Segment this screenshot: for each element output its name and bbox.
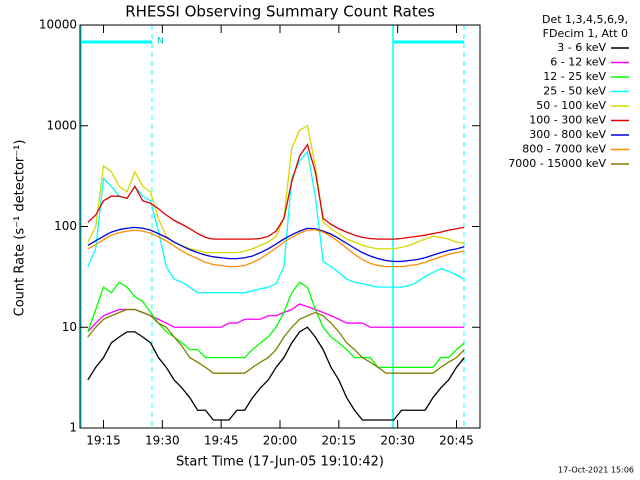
plot-frame — [79, 24, 481, 429]
series-line — [87, 226, 465, 263]
series-line — [87, 308, 465, 374]
y-tick-label: 10000 — [39, 18, 77, 32]
chart-title: RHESSI Observing Summary Count Rates — [125, 3, 435, 21]
x-tick-label: 20:30 — [380, 434, 415, 448]
legend-label: 50 - 100 keV — [536, 99, 606, 112]
legend-label: 25 - 50 keV — [543, 85, 606, 98]
series-line — [87, 143, 465, 240]
y-tick-label: 1000 — [46, 118, 77, 132]
legend-label: 800 - 7000 keV — [522, 143, 606, 156]
x-tick-label: 20:00 — [263, 434, 298, 448]
legend-label: 3 - 6 keV — [557, 41, 606, 54]
x-tick-label: 20:45 — [439, 434, 474, 448]
series-line — [87, 326, 465, 421]
legend-title: Det 1,3,4,5,6,9, — [542, 13, 628, 26]
series-line — [87, 229, 465, 268]
series-line — [87, 150, 465, 294]
x-tick-label: 19:30 — [145, 434, 180, 448]
legend-label: 300 - 800 keV — [529, 128, 606, 141]
legend-title: FDecim 1, Att 0 — [543, 27, 628, 40]
y-tick-label: 10 — [62, 320, 77, 334]
legend-label: 100 - 300 keV — [529, 114, 606, 127]
legend: Det 1,3,4,5,6,9, FDecim 1, Att 0 3 - 6 k… — [508, 13, 629, 170]
x-axis-label: Start Time (17-Jun-05 19:10:42) — [176, 455, 384, 470]
series-line — [87, 124, 465, 254]
x-tick-label: 19:45 — [204, 434, 239, 448]
y-tick-label: 100 — [54, 219, 77, 233]
y-tick-label: 1 — [69, 421, 77, 435]
legend-label: 6 - 12 keV — [550, 56, 606, 69]
timestamp: 17-Oct-2021 15:06 — [558, 466, 634, 475]
x-tick-label: 20:15 — [322, 434, 357, 448]
series-line — [87, 281, 465, 368]
y-axis-label: Count Rate (s⁻¹ detector⁻¹) — [13, 140, 28, 317]
flag-label: N — [157, 37, 164, 47]
legend-label: 12 - 25 keV — [543, 70, 606, 83]
legend-label: 7000 - 15000 keV — [508, 157, 606, 170]
x-tick-label: 19:15 — [86, 434, 121, 448]
